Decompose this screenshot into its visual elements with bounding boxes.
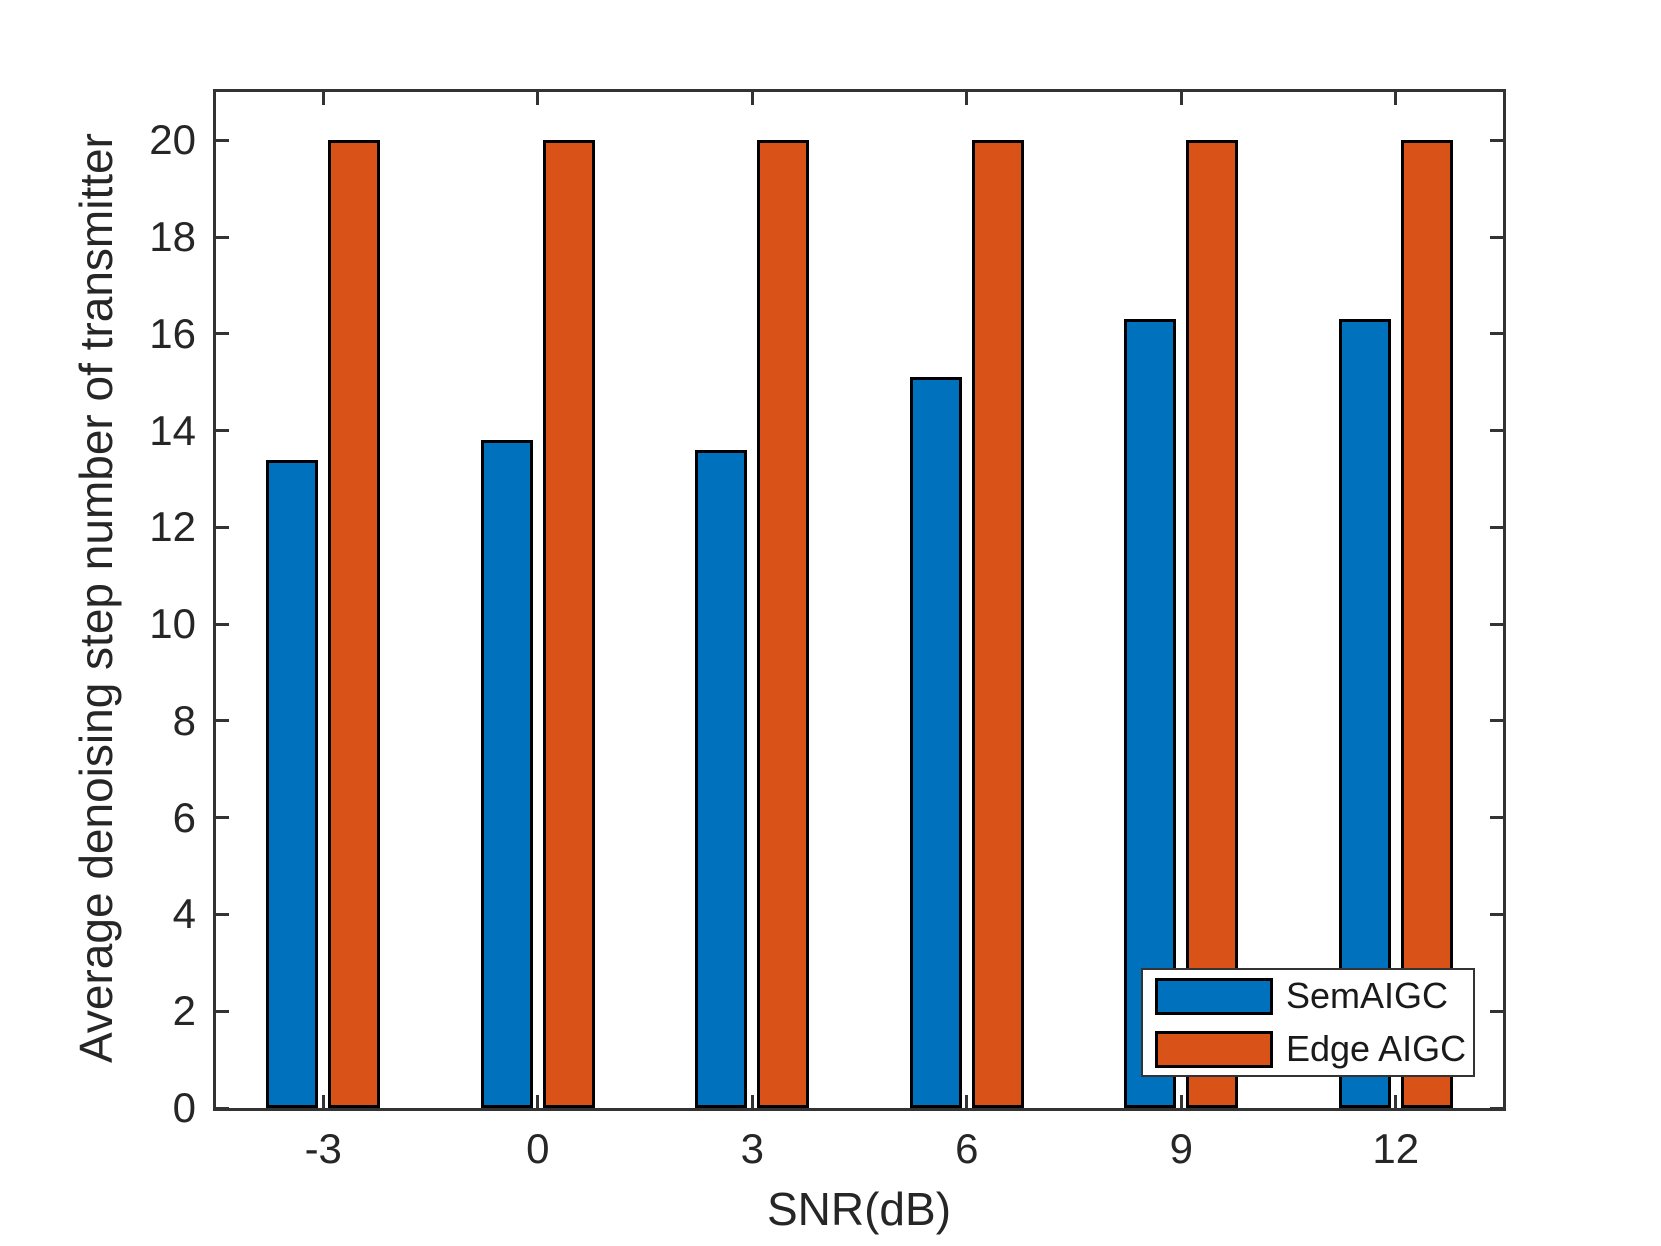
x-tick-label: -3 [304,1125,342,1172]
y-tick-mark-right [1490,429,1503,433]
bar-semaigc-0 [480,440,533,1108]
x-tick-label: 6 [955,1125,979,1172]
y-tick-mark-right [1490,138,1503,142]
y-tick-mark-right [1490,332,1503,336]
x-tick-mark-top [1179,92,1183,105]
y-tick-mark-left [216,719,229,723]
x-tick-mark-bottom [1179,1095,1183,1108]
y-tick-mark-right [1490,235,1503,239]
y-tick-mark-right [1490,912,1503,916]
x-tick-mark-bottom [1394,1095,1398,1108]
y-tick-mark-right [1490,719,1503,723]
y-tick-label: 20 [149,116,196,164]
y-tick-mark-left [216,525,229,529]
y-tick-label: 4 [172,890,196,938]
y-tick-mark-left [216,816,229,820]
x-axis-label: SNR(dB) [766,1183,952,1235]
legend-entry-edge-aigc: Edge AIGC [1155,1028,1473,1070]
x-tick-label: 12 [1372,1125,1420,1172]
x-tick-label: 0 [526,1125,550,1172]
bar-edge-aigc--3 [328,140,381,1108]
y-tick-label: 8 [172,696,196,744]
bar-edge-aigc-6 [971,140,1024,1108]
x-tick-mark-top [750,92,754,105]
x-tick-mark-bottom [965,1095,969,1108]
x-tick-mark-bottom [321,1095,325,1108]
y-tick-label: 10 [149,600,196,648]
y-tick-label: 14 [149,406,196,454]
x-tick-label: 9 [1169,1125,1193,1172]
y-tick-mark-right [1490,1106,1503,1110]
y-tick-label: 12 [149,503,196,551]
y-tick-mark-right [1490,622,1503,626]
bar-edge-aigc-9 [1186,140,1239,1108]
y-tick-label: 2 [172,987,196,1035]
bar-semaigc-3 [695,450,748,1108]
legend: SemAIGC Edge AIGC [1141,968,1475,1077]
y-tick-label: 6 [172,793,196,841]
y-tick-mark-right [1490,816,1503,820]
legend-label-semaigc: SemAIGC [1286,975,1449,1016]
legend-swatch-edge-aigc [1155,1030,1273,1068]
y-tick-mark-left [216,138,229,142]
y-tick-mark-left [216,235,229,239]
x-tick-mark-top [1394,92,1398,105]
x-tick-mark-top [536,92,540,105]
bar-semaigc--3 [266,459,319,1108]
legend-swatch-semaigc [1155,977,1273,1015]
y-tick-mark-right [1490,1009,1503,1013]
legend-label-edge-aigc: Edge AIGC [1286,1028,1467,1069]
y-tick-label: 16 [149,309,196,357]
x-tick-mark-top [321,92,325,105]
y-tick-mark-right [1490,525,1503,529]
y-tick-mark-left [216,912,229,916]
legend-entry-semaigc: SemAIGC [1155,975,1473,1017]
y-tick-label: 18 [149,213,196,261]
y-tick-mark-left [216,332,229,336]
bar-edge-aigc-0 [542,140,595,1108]
bar-semaigc-6 [909,377,962,1108]
y-tick-mark-left [216,1106,229,1110]
x-tick-label: 3 [740,1125,764,1172]
y-tick-mark-left [216,429,229,433]
bar-edge-aigc-3 [757,140,810,1108]
x-tick-mark-top [965,92,969,105]
bar-edge-aigc-12 [1400,140,1453,1108]
y-tick-label: 0 [172,1084,196,1131]
x-tick-mark-bottom [750,1095,754,1108]
y-tick-mark-left [216,622,229,626]
plot-area [213,89,1506,1111]
x-tick-mark-bottom [536,1095,540,1108]
y-tick-mark-left [216,1009,229,1013]
